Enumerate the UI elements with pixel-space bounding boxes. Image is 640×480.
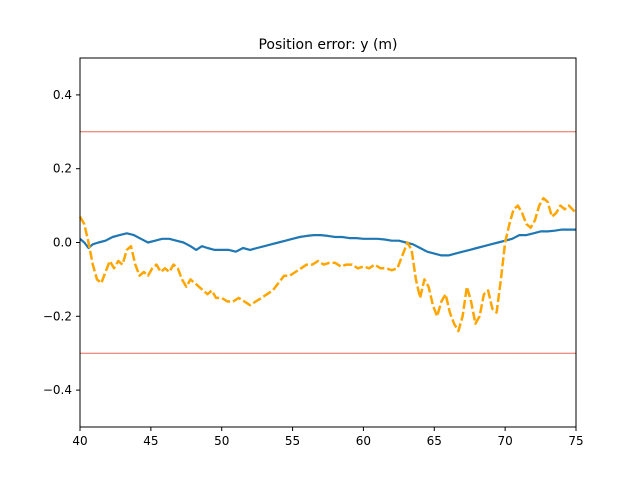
series-line-1 [78, 196, 577, 333]
y-tick-label: 0.2 [53, 162, 72, 176]
x-tick-label: 60 [356, 434, 371, 448]
x-tick-label: 55 [285, 434, 300, 448]
reference-lines [80, 131, 576, 354]
y-tick-label: 0.0 [53, 236, 72, 250]
series-group [78, 196, 577, 333]
y-tick-label: −0.2 [43, 309, 72, 323]
x-tick-label: 65 [427, 434, 442, 448]
y-tick-label: 0.4 [53, 88, 72, 102]
x-tick-label: 40 [72, 434, 87, 448]
chart-title: Position error: y (m) [258, 37, 397, 53]
y-tick-label: −0.4 [43, 383, 72, 397]
x-tick-label: 75 [568, 434, 583, 448]
series-line-0 [79, 228, 576, 257]
x-tick-label: 50 [214, 434, 229, 448]
x-tick-label: 70 [498, 434, 513, 448]
y-axis: −0.4 −0.2 0.0 0.2 0.4 [43, 88, 80, 397]
x-axis: 40 45 50 55 60 65 70 75 [72, 427, 584, 448]
x-tick-label: 45 [143, 434, 158, 448]
